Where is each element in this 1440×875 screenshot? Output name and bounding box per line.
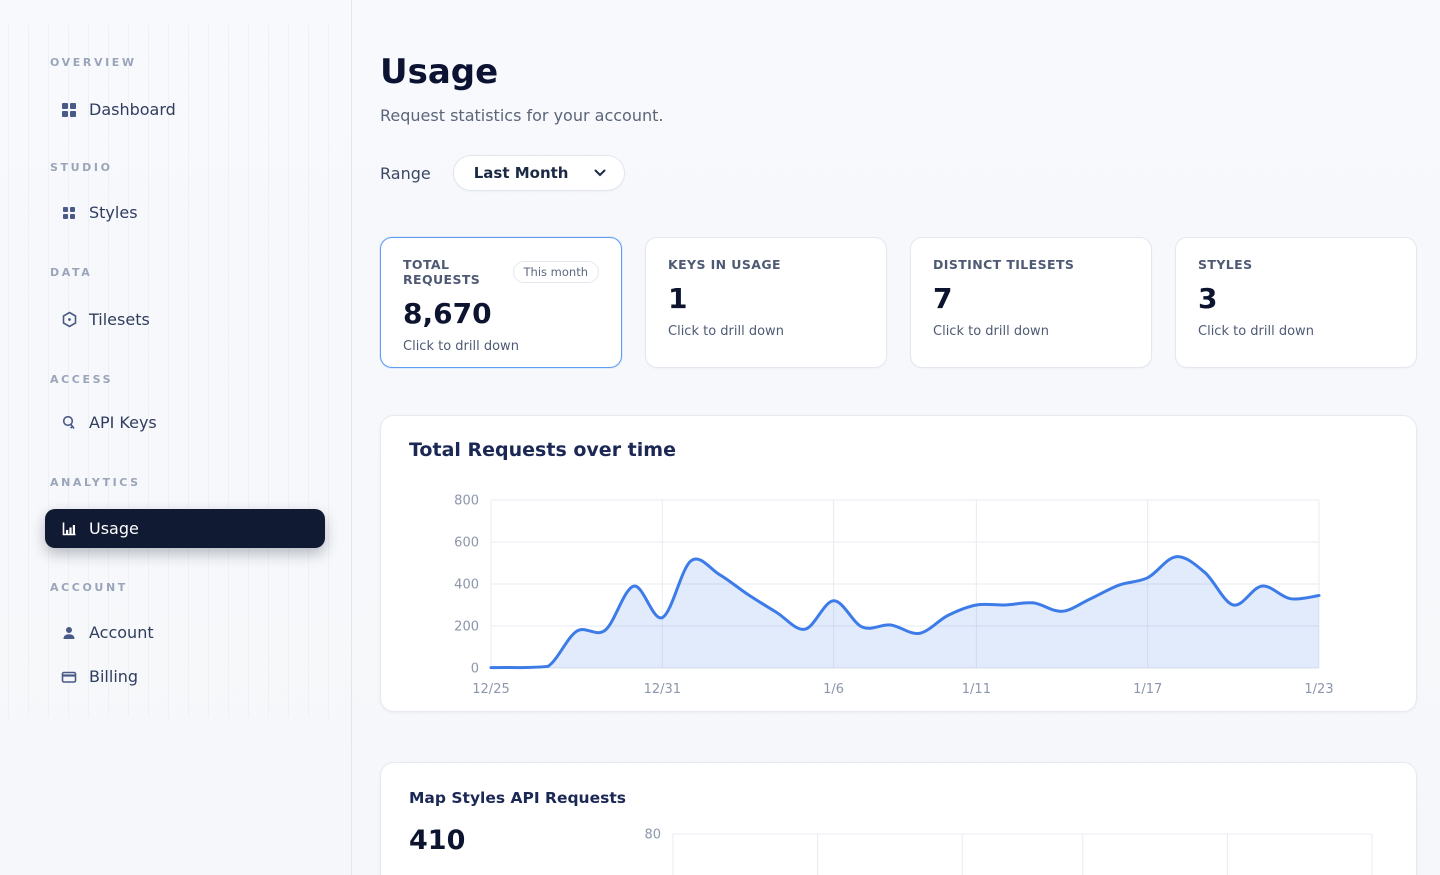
svg-text:1/23: 1/23 bbox=[1304, 682, 1333, 697]
section-label-data: DATA bbox=[50, 266, 93, 279]
stat-hint: Click to drill down bbox=[1198, 324, 1314, 339]
stat-cards-row: TOTAL REQUESTS This month 8,670 Click to… bbox=[380, 237, 1417, 368]
range-label: Range bbox=[380, 163, 431, 183]
stat-card-distinct-tilesets[interactable]: DISTINCT TILESETS 7 Click to drill down bbox=[910, 237, 1152, 368]
api-keys-icon bbox=[60, 414, 78, 432]
map-styles-chart-card: Map Styles API Requests 410 8012/2512/31… bbox=[380, 762, 1417, 875]
range-row: Range Last Month bbox=[380, 155, 626, 191]
chart-title: Total Requests over time bbox=[409, 439, 676, 461]
section-label-studio: STUDIO bbox=[50, 161, 113, 174]
sidebar-item-label: Account bbox=[89, 623, 154, 642]
stat-card-keys-in-usage[interactable]: KEYS IN USAGE 1 Click to drill down bbox=[645, 237, 887, 368]
section-label-account: ACCOUNT bbox=[50, 581, 128, 594]
svg-text:12/31: 12/31 bbox=[644, 682, 681, 697]
range-selected-value: Last Month bbox=[473, 164, 569, 182]
styles-icon bbox=[60, 204, 78, 222]
section-label-overview: OVERVIEW bbox=[50, 56, 137, 69]
stat-card-styles[interactable]: STYLES 3 Click to drill down bbox=[1175, 237, 1417, 368]
stat-hint: Click to drill down bbox=[933, 324, 1049, 339]
stat-value: 8,670 bbox=[403, 297, 492, 330]
stat-value: 3 bbox=[1198, 282, 1218, 315]
sidebar-item-billing[interactable]: Billing bbox=[45, 663, 325, 690]
page-title: Usage bbox=[380, 52, 499, 92]
sidebar-item-label: API Keys bbox=[89, 413, 157, 432]
total-requests-chart: 0 200 400 600 800 12/25 12/31 1/6 1/11 1/17 1/23 bbox=[454, 494, 1333, 698]
map-styles-total: 410 bbox=[409, 825, 466, 856]
section-label-access: ACCESS bbox=[50, 373, 114, 386]
svg-text:1/6: 1/6 bbox=[823, 682, 844, 697]
sidebar-item-label: Billing bbox=[89, 667, 139, 686]
dashboard-icon bbox=[60, 101, 78, 119]
stat-value: 1 bbox=[668, 282, 688, 315]
stat-label: DISTINCT TILESETS bbox=[933, 257, 1075, 272]
account-icon bbox=[60, 624, 78, 642]
chart-title: Map Styles API Requests bbox=[409, 789, 626, 807]
stat-hint: Click to drill down bbox=[403, 339, 519, 354]
svg-text:1/17: 1/17 bbox=[1133, 682, 1162, 697]
svg-text:600: 600 bbox=[454, 536, 479, 551]
sidebar: OVERVIEW Dashboard STUDIO Styles DATA Ti… bbox=[0, 0, 352, 875]
sidebar-item-dashboard[interactable]: Dashboard bbox=[45, 96, 325, 123]
chevron-down-icon bbox=[594, 169, 606, 177]
svg-text:400: 400 bbox=[454, 578, 479, 593]
sidebar-item-api-keys[interactable]: API Keys bbox=[45, 409, 325, 436]
sidebar-item-label: Styles bbox=[89, 203, 138, 222]
sidebar-item-label: Usage bbox=[89, 519, 139, 538]
stat-label: KEYS IN USAGE bbox=[668, 257, 781, 272]
section-label-analytics: ANALYTICS bbox=[50, 476, 141, 489]
tilesets-icon bbox=[60, 311, 78, 329]
svg-text:800: 800 bbox=[454, 494, 479, 509]
stat-card-total-requests[interactable]: TOTAL REQUESTS This month 8,670 Click to… bbox=[380, 237, 622, 368]
sidebar-item-usage[interactable]: Usage bbox=[45, 509, 325, 548]
svg-text:0: 0 bbox=[471, 662, 479, 677]
sidebar-pinstripes bbox=[8, 25, 346, 718]
sidebar-item-label: Tilesets bbox=[89, 310, 150, 329]
page-subtitle: Request statistics for your account. bbox=[380, 106, 664, 125]
this-month-badge: This month bbox=[512, 261, 599, 283]
total-requests-chart-card: Total Requests over time 0 200 400 600 800 12… bbox=[380, 415, 1417, 712]
svg-text:12/25: 12/25 bbox=[472, 682, 509, 697]
stat-label: STYLES bbox=[1198, 257, 1253, 272]
sidebar-item-tilesets[interactable]: Tilesets bbox=[45, 306, 325, 333]
svg-text:200: 200 bbox=[454, 620, 479, 635]
main-content: Usage Request statistics for your accoun… bbox=[352, 0, 1440, 875]
sidebar-item-account[interactable]: Account bbox=[45, 619, 325, 646]
usage-icon bbox=[60, 520, 78, 538]
svg-text:1/11: 1/11 bbox=[962, 682, 991, 697]
sidebar-item-label: Dashboard bbox=[89, 100, 176, 119]
stat-hint: Click to drill down bbox=[668, 324, 784, 339]
stat-label: TOTAL REQUESTS bbox=[403, 257, 481, 287]
stat-value: 7 bbox=[933, 282, 953, 315]
sidebar-item-styles[interactable]: Styles bbox=[45, 199, 325, 226]
billing-icon bbox=[60, 668, 78, 686]
range-select[interactable]: Last Month bbox=[452, 155, 626, 191]
svg-text:80: 80 bbox=[644, 828, 661, 843]
